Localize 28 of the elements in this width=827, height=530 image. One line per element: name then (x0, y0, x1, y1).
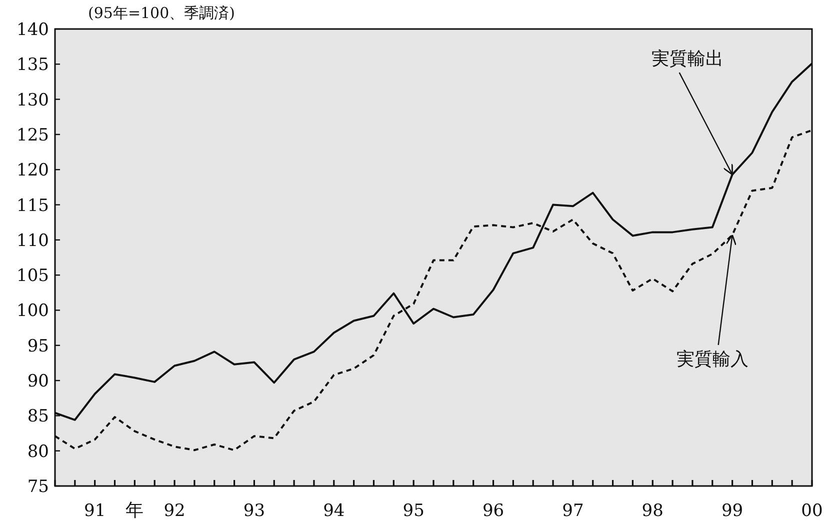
x-tick-label: 00 (801, 501, 823, 521)
y-tick-label: 75 (27, 477, 49, 497)
x-tick-label: 92 (164, 501, 186, 521)
y-tick-label: 85 (27, 406, 49, 427)
x-tick-label: 95 (402, 501, 424, 521)
y-tick-label: 100 (16, 301, 49, 322)
x-tick-label: 97 (562, 501, 584, 521)
y-tick-label: 90 (27, 372, 49, 392)
y-tick-label: 80 (27, 442, 49, 462)
y-axis-title: (95年=100、季調済) (88, 4, 235, 22)
x-tick-label: 99 (721, 501, 744, 521)
y-tick-label: 115 (16, 196, 49, 216)
x-tick-label: 98 (642, 501, 664, 521)
y-tick-label: 110 (16, 230, 49, 251)
y-tick-label: 105 (16, 266, 49, 286)
y-tick-label: 120 (16, 160, 49, 181)
x-tick-label: 91 (84, 501, 106, 521)
y-tick-label: 125 (16, 125, 49, 146)
x-tick-label: 94 (323, 501, 345, 521)
annotation: 実質輸出 (651, 48, 724, 70)
y-tick-label: 95 (27, 336, 49, 356)
y-tick-label: 130 (16, 90, 49, 110)
y-tick-label: 135 (16, 55, 49, 76)
x-tick-label: 93 (243, 501, 266, 521)
x-axis-title: 年 (126, 500, 144, 521)
y-tick-label: 140 (16, 20, 49, 40)
annotation: 実質輸入 (676, 349, 748, 370)
x-tick-label: 96 (482, 501, 504, 521)
